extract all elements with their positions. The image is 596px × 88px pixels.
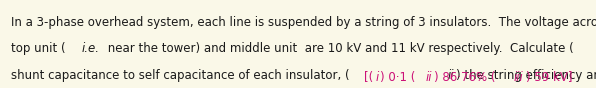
Text: ) the string efficiency and  (: ) the string efficiency and ( (456, 69, 596, 82)
Text: ii: ii (426, 71, 432, 84)
Text: [(: [( (364, 71, 373, 84)
Text: ) 86·76% (: ) 86·76% ( (434, 71, 495, 84)
Text: In a 3-phase overhead system, each line is suspended by a string of 3 insulators: In a 3-phase overhead system, each line … (11, 16, 596, 29)
Text: ii: ii (448, 69, 454, 82)
Text: ) 0·1 (: ) 0·1 ( (380, 71, 415, 84)
Text: shunt capacitance to self capacitance of each insulator, (: shunt capacitance to self capacitance of… (11, 69, 349, 82)
Text: top unit (: top unit ( (11, 42, 66, 55)
Text: i.e.: i.e. (81, 42, 99, 55)
Text: iii: iii (513, 71, 523, 84)
Text: near the tower) and middle unit  are 10 kV and 11 kV respectively.  Calculate (: near the tower) and middle unit are 10 k… (104, 42, 574, 55)
Text: ) 59 kV]: ) 59 kV] (526, 71, 572, 84)
Text: i: i (375, 71, 379, 84)
